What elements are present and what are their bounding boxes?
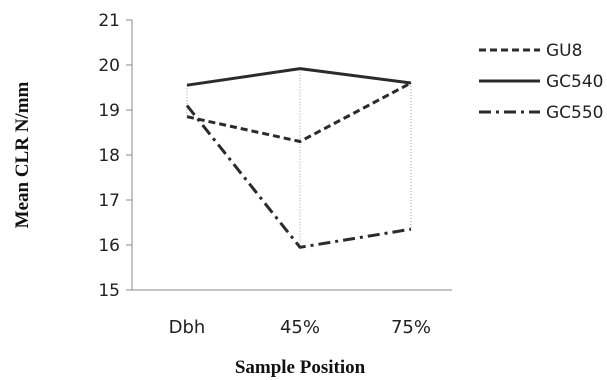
y-tick-label: 18 [98, 146, 120, 166]
y-tick-label: 15 [98, 281, 120, 301]
drop-lines [186, 68, 412, 248]
legend: GU8 GC540 GC550 [479, 41, 604, 123]
legend-label: GC550 [546, 103, 604, 123]
axes [131, 20, 452, 291]
series-line-gc540 [186, 67, 412, 87]
y-tick-label: 17 [98, 191, 120, 211]
y-ticks: 15 16 17 18 19 20 21 [98, 11, 132, 301]
x-axis-title: Sample Position [235, 357, 366, 378]
legend-label: GC540 [546, 72, 604, 92]
x-tick-label: 45% [280, 317, 320, 338]
x-tick-label: 75% [391, 317, 431, 338]
series-lines [185, 67, 412, 249]
series-line-gc550 [185, 104, 412, 249]
y-tick-label: 20 [98, 56, 120, 76]
series-line-gu8 [186, 81, 412, 143]
y-tick-label: 16 [98, 236, 120, 256]
legend-item-gc550: GC550 [479, 103, 604, 123]
y-tick-label: 19 [98, 101, 120, 121]
legend-label: GU8 [546, 41, 582, 61]
legend-item-gc540: GC540 [479, 72, 604, 92]
legend-item-gu8: GU8 [479, 41, 582, 61]
x-ticks: Dbh 45% 75% [169, 317, 431, 338]
y-tick-label: 21 [98, 11, 120, 31]
y-axis-title: Mean CLR N/mm [12, 81, 33, 228]
x-tick-label: Dbh [169, 317, 206, 338]
